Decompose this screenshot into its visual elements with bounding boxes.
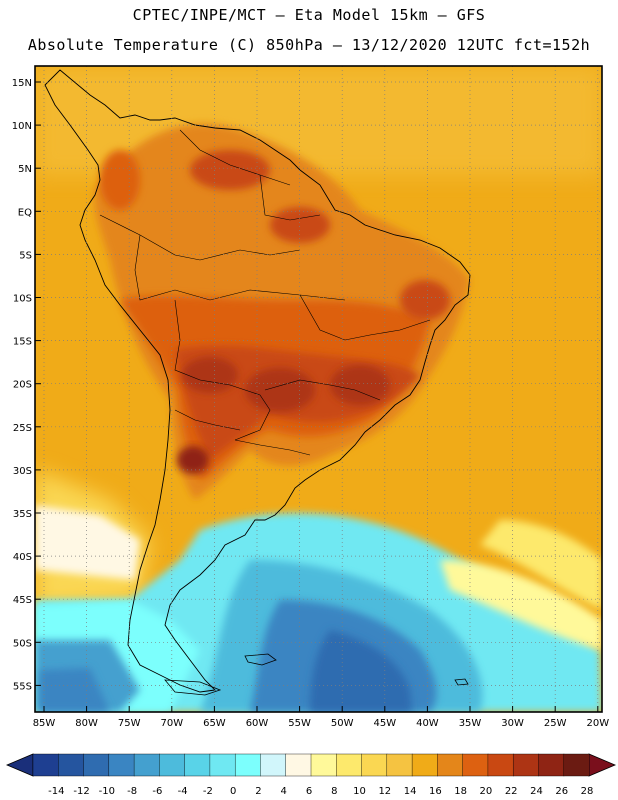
lat-label: 55S	[13, 681, 32, 692]
lat-label: 25S	[13, 423, 32, 434]
lon-label: 70W	[160, 718, 183, 729]
lon-label: 75W	[118, 718, 141, 729]
lon-label: 45W	[373, 718, 396, 729]
lat-label: 30S	[13, 466, 32, 477]
lon-label: 40W	[416, 718, 439, 729]
lon-label: 65W	[203, 718, 226, 729]
map-frame	[34, 65, 603, 713]
lat-label: 50S	[13, 638, 32, 649]
lat-label: 45S	[13, 595, 32, 606]
longitude-labels: 85W 80W 75W 70W 65W 60W 55W 50W 45W 40W 35W 30W 25W 2…	[33, 706, 609, 729]
lon-label: 30W	[501, 718, 524, 729]
country-borders	[99, 129, 431, 456]
lon-label: 35W	[459, 718, 482, 729]
lon-label: 85W	[33, 718, 56, 729]
map-title: CPTEC/INPE/MCT – Eta Model 15km – GFS	[132, 6, 486, 24]
lon-label: 25W	[544, 718, 567, 729]
lat-label: 10S	[13, 294, 32, 305]
lon-label: 60W	[246, 718, 269, 729]
lat-lon-grid	[35, 66, 602, 712]
lat-label: 15S	[13, 337, 32, 348]
lat-label: 5S	[19, 250, 32, 261]
lat-label: 35S	[13, 509, 32, 520]
lat-label: 5N	[18, 164, 32, 175]
lat-label: 40S	[13, 552, 32, 563]
lon-label: 80W	[75, 718, 98, 729]
coastline	[44, 69, 471, 693]
lat-label: EQ	[18, 207, 32, 218]
lat-label: 20S	[13, 380, 32, 391]
temperature-field	[35, 66, 602, 712]
lon-label: 20W	[586, 718, 609, 729]
latitude-labels: 15N 10N 5N EQ 5S 10S 15S 20S 25S 30S 35S 40S 45S 50S 5…	[12, 78, 41, 692]
lon-label: 55W	[288, 718, 311, 729]
lon-label: 50W	[331, 718, 354, 729]
lat-label: 15N	[12, 78, 32, 89]
lat-label: 10N	[12, 121, 32, 132]
map-subtitle: Absolute Temperature (C) 850hPa – 13/12/…	[27, 36, 591, 54]
